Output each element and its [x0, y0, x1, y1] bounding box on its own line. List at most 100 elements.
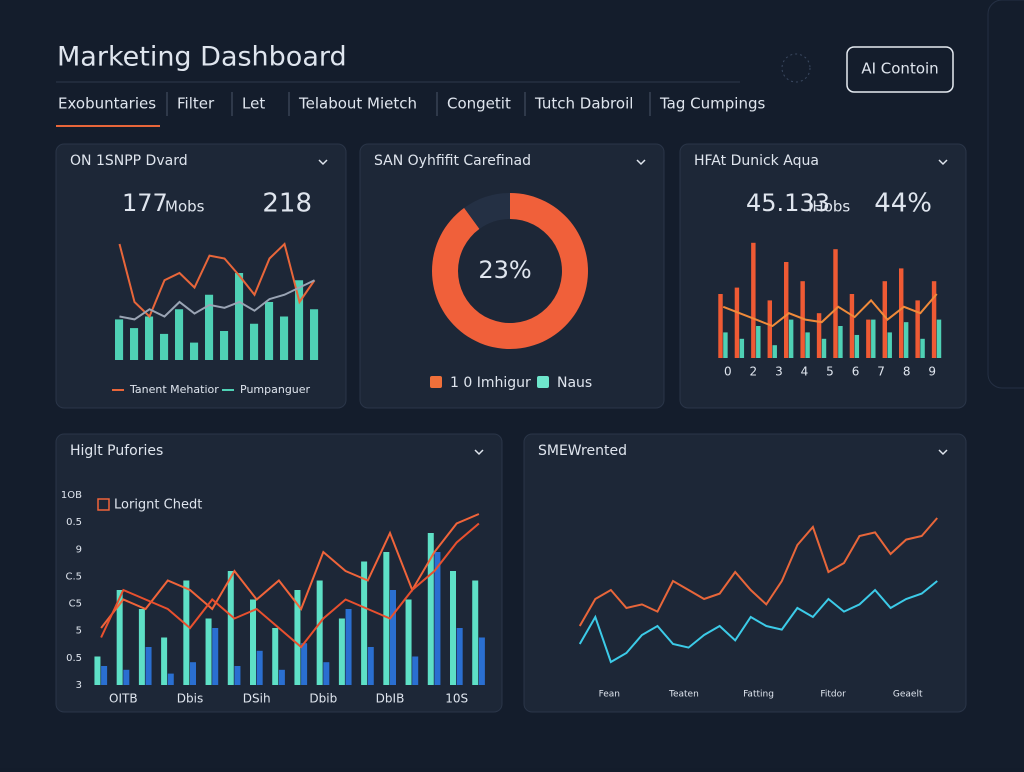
donut-segment — [464, 193, 510, 229]
bar — [405, 599, 412, 685]
bar — [784, 262, 789, 358]
y-tick-label: C.5 — [65, 571, 82, 582]
x-tick-label: DSih — [243, 692, 271, 706]
x-tick-label: 0 — [724, 365, 732, 379]
line-series — [578, 580, 938, 664]
panel-title: ON 1SNPP Dvard — [70, 153, 188, 169]
bar — [278, 669, 285, 685]
chevron[interactable] — [938, 159, 948, 166]
chevron[interactable] — [636, 159, 646, 166]
side-frame — [987, 0, 1024, 389]
bar — [175, 309, 184, 360]
stat-unit: IHobs — [808, 198, 850, 216]
bar — [145, 647, 152, 685]
bar — [145, 316, 154, 360]
bar — [478, 637, 485, 685]
x-tick-label: 8 — [903, 365, 911, 379]
page-title: Marketing Dashboard — [57, 42, 347, 73]
bar — [190, 662, 196, 685]
bar — [256, 650, 263, 685]
bar — [94, 656, 101, 685]
bar — [167, 673, 174, 685]
bar — [115, 319, 124, 360]
stat-value: 177 — [122, 189, 168, 217]
y-tick-label: 0.5 — [66, 653, 82, 664]
stat-unit: Mobs — [165, 198, 205, 216]
tab[interactable]: Filter — [177, 95, 215, 113]
legend-swatch — [430, 376, 442, 388]
x-tick-label: 10S — [445, 692, 468, 706]
x-tick-label: Geaelt — [893, 690, 923, 700]
bar — [205, 294, 214, 360]
y-tick-label: 9 — [76, 544, 82, 555]
bar — [767, 300, 773, 358]
panel — [359, 143, 665, 409]
bar — [220, 331, 229, 360]
bar — [756, 326, 761, 358]
panel — [679, 143, 967, 409]
bar — [427, 533, 434, 685]
tab[interactable]: Congetit — [447, 95, 511, 113]
chevron[interactable] — [938, 449, 948, 456]
y-tick-label: 0.5 — [66, 517, 82, 528]
bar — [772, 345, 777, 358]
line-series — [100, 513, 480, 629]
bar — [805, 332, 810, 358]
tab[interactable]: Telabout Mietch — [298, 95, 417, 113]
stat-value: 45.133 — [746, 189, 830, 217]
tab[interactable]: Tag Cumpings — [659, 95, 765, 113]
button-label: AI Contoin — [861, 60, 938, 78]
chevron[interactable] — [318, 159, 328, 166]
x-tick-label: 5 — [826, 365, 834, 379]
donut-segment — [431, 193, 588, 349]
y-tick-label: 3 — [76, 680, 82, 691]
bar — [450, 571, 456, 685]
bar — [116, 590, 123, 685]
x-tick-label: Dbis — [177, 692, 203, 706]
bar — [138, 609, 145, 685]
bar — [936, 319, 942, 358]
bar — [931, 281, 937, 358]
bar — [280, 316, 289, 360]
bar — [739, 338, 745, 358]
bar — [456, 628, 463, 685]
bar — [101, 666, 108, 685]
panel-title: HFAt Dunick Aqua — [694, 153, 819, 169]
line-series — [119, 279, 315, 321]
tab[interactable]: Let — [242, 95, 265, 113]
bar — [383, 552, 390, 685]
tab[interactable]: Exobuntaries — [58, 95, 156, 113]
panel-title: SMEWrented — [538, 443, 627, 459]
bar — [227, 571, 234, 685]
x-tick-label: 4 — [801, 365, 809, 379]
x-tick-label: 6 — [852, 365, 860, 379]
bar — [183, 580, 190, 685]
bar — [472, 580, 479, 685]
legend-label: 1 0 Imhigur — [450, 375, 531, 391]
bar — [361, 561, 368, 685]
bar — [899, 268, 904, 358]
bar — [833, 249, 838, 358]
x-tick-label: Teaten — [668, 690, 699, 700]
bar — [367, 647, 374, 685]
bar — [272, 628, 279, 685]
bar — [412, 656, 419, 685]
bar — [723, 332, 728, 358]
bar — [751, 242, 756, 358]
line-series — [578, 517, 938, 627]
chevron[interactable] — [474, 449, 484, 456]
panel-title: SAN Oyhfifit Carefinad — [374, 153, 531, 169]
bar — [338, 618, 345, 685]
bar — [235, 273, 244, 360]
bar — [345, 609, 352, 685]
action-button[interactable] — [846, 46, 954, 93]
line-series — [100, 522, 480, 649]
bar — [301, 643, 308, 685]
bar — [854, 334, 860, 358]
bar — [821, 338, 827, 358]
bar — [718, 294, 723, 358]
legend-label: Pumpanguer — [240, 383, 311, 396]
bar — [734, 287, 740, 358]
tab[interactable]: Tutch Dabroil — [534, 95, 633, 113]
bar — [250, 323, 259, 360]
